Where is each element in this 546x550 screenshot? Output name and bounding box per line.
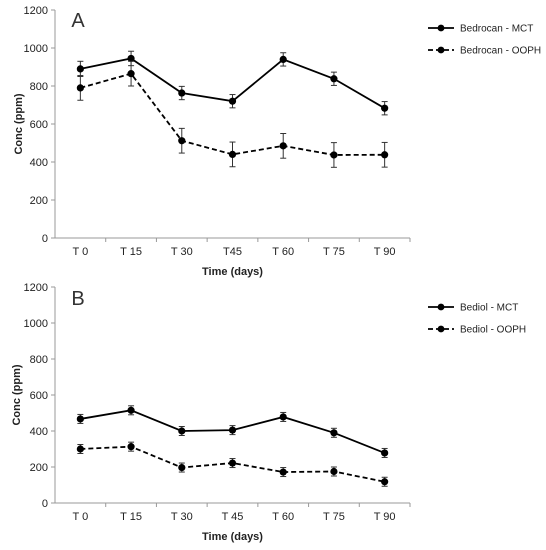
data-point [127, 70, 135, 78]
x-tick-label: T 15 [120, 246, 142, 258]
x-tick-label: T 60 [272, 246, 294, 258]
x-tick-label: T 0 [73, 511, 89, 523]
data-point [76, 445, 84, 453]
data-point [127, 406, 135, 414]
y-tick-label: 0 [42, 233, 48, 245]
y-tick-label: 800 [30, 81, 48, 93]
x-tick-label: T 60 [272, 511, 294, 523]
x-tick-label: T 90 [374, 246, 396, 258]
legend-marker-1 [437, 46, 445, 54]
y-axis-title: Conc (ppm) [11, 364, 23, 425]
data-point [279, 413, 287, 421]
y-tick-label: 1000 [24, 43, 48, 55]
data-point [228, 426, 237, 434]
data-point [330, 467, 338, 476]
data-point [279, 468, 287, 476]
x-tick-label: T 90 [374, 511, 396, 523]
data-point [330, 429, 338, 437]
data-point [330, 75, 338, 83]
data-point [178, 427, 186, 435]
panel-letter: B [71, 288, 84, 310]
y-axis-title: Conc (ppm) [13, 93, 25, 154]
data-point [381, 151, 389, 159]
data-point [228, 97, 237, 105]
data-point [127, 54, 135, 63]
legend-marker-1 [437, 325, 445, 333]
legend-label-0: Bediol - MCT [460, 303, 518, 314]
y-tick-label: 600 [30, 390, 48, 402]
x-tick-label: T 30 [171, 511, 193, 523]
data-point [76, 65, 84, 73]
data-point [228, 459, 237, 467]
legend-marker-0 [437, 24, 445, 32]
x-axis-title: Time (days) [202, 266, 263, 278]
y-tick-label: 1000 [24, 318, 48, 330]
panel-letter: A [71, 10, 85, 32]
y-tick-label: 800 [30, 354, 48, 366]
y-tick-label: 0 [42, 498, 48, 510]
data-point [76, 84, 84, 92]
chart-panel-b: 0 200 400 600 800 1000 1200 T 0 T 15 T 30 T 45 T 60… [11, 282, 526, 543]
data-point [381, 478, 389, 486]
legend-label-1: Bediol - OOPH [460, 325, 526, 336]
data-point [76, 415, 84, 423]
x-tick-label: T 0 [73, 246, 89, 258]
x-tick-label: T45 [223, 246, 242, 258]
x-axis-title: Time (days) [202, 531, 263, 543]
y-tick-label: 600 [30, 119, 48, 131]
legend-label-1: Bedrocan - OOPH [460, 46, 541, 57]
data-point [228, 150, 237, 158]
x-tick-label: T 75 [323, 246, 345, 258]
legend-marker-0 [437, 303, 445, 311]
data-point [178, 137, 186, 145]
chart-panel-a: 0 200 400 600 800 1000 1200 T 0 T 15 T 30 T45 T 60 T… [13, 5, 541, 278]
legend-label-0: Bedrocan - MCT [460, 24, 533, 35]
data-point [330, 151, 338, 159]
x-tick-label: T 75 [323, 511, 345, 523]
data-point [381, 449, 389, 457]
y-tick-label: 1200 [24, 5, 48, 17]
data-point [381, 104, 389, 112]
x-tick-label: T 45 [222, 511, 244, 523]
y-tick-label: 200 [30, 462, 48, 474]
data-point [178, 463, 186, 472]
y-tick-label: 400 [30, 426, 48, 438]
x-tick-label: T 30 [171, 246, 193, 258]
x-tick-label: T 15 [120, 511, 142, 523]
data-point [279, 55, 287, 64]
y-tick-label: 400 [30, 157, 48, 169]
y-tick-label: 1200 [24, 282, 48, 294]
data-point [127, 443, 135, 451]
data-point [279, 142, 287, 150]
y-tick-label: 200 [30, 195, 48, 207]
data-point [178, 89, 186, 97]
